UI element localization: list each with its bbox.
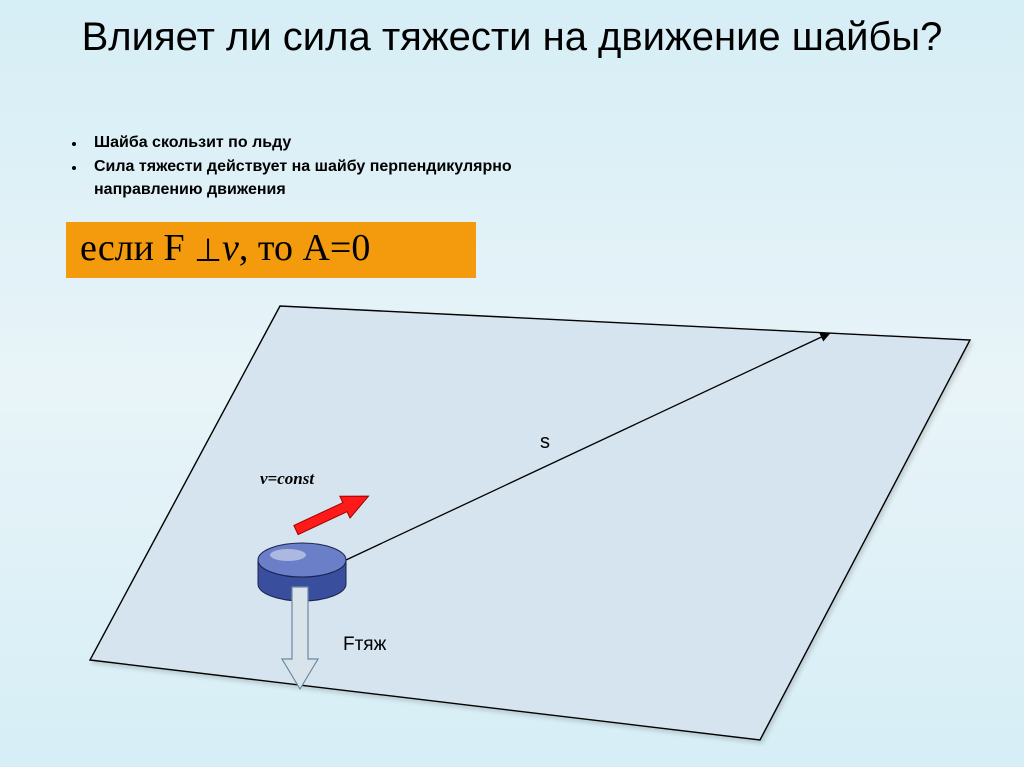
displacement-label: s (540, 431, 550, 453)
velocity-label: v=const (260, 469, 315, 488)
slide: Влияет ли сила тяжести на движение шайбы… (0, 0, 1024, 767)
gravity-label: Fтяж (343, 634, 387, 655)
ice-plane (90, 306, 970, 740)
physics-diagram: s v=const Fтяж (0, 0, 1024, 767)
